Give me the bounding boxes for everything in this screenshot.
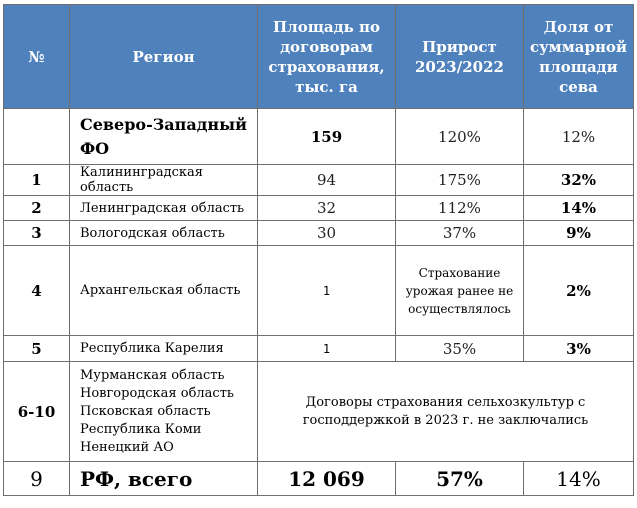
group-region-item: Новгородская область <box>80 385 234 401</box>
row-growth: 35% <box>395 335 524 362</box>
row-share: 2% <box>523 245 634 336</box>
district-name: Северо-Западный ФО <box>69 108 258 165</box>
group-region-item: Ненецкий АО <box>80 439 174 455</box>
district-growth: 120% <box>395 108 524 165</box>
row-region: Республика Карелия <box>69 335 258 362</box>
group-region-item: Псковская область <box>80 403 211 419</box>
total-area: 12 069 <box>257 461 396 496</box>
total-row: 9 РФ, всего 12 069 57% 14% <box>3 461 634 496</box>
row-region: Ленинградская область <box>69 195 258 221</box>
group-num: 6-10 <box>3 361 70 462</box>
table-row: 3 Вологодская область 30 37% 9% <box>3 220 634 246</box>
row-region: Архангельская область <box>69 245 258 336</box>
total-share: 14% <box>523 461 634 496</box>
table-row: 1 Калининградская область 94 175% 32% <box>3 164 634 196</box>
row-growth: 175% <box>395 164 524 196</box>
row-growth: 37% <box>395 220 524 246</box>
group-region-item: Мурманская область <box>80 367 225 383</box>
row-num: 3 <box>3 220 70 246</box>
row-num: 4 <box>3 245 70 336</box>
header-row: № Регион Площадь по договорам страховани… <box>3 4 634 109</box>
row-share: 14% <box>523 195 634 221</box>
row-area: 1 <box>257 335 396 362</box>
group-regions: Мурманская область Новгородская область … <box>69 361 258 462</box>
district-area: 159 <box>257 108 396 165</box>
total-growth: 57% <box>395 461 524 496</box>
row-area: 30 <box>257 220 396 246</box>
row-region: Вологодская область <box>69 220 258 246</box>
group-region-item: Республика Коми <box>80 421 202 437</box>
header-share: Доля от суммарной площади сева <box>523 4 634 109</box>
total-num: 9 <box>3 461 70 496</box>
district-row: Северо-Западный ФО 159 120% 12% <box>3 108 634 165</box>
header-region: Регион <box>69 4 258 109</box>
header-num: № <box>3 4 70 109</box>
table-row: 5 Республика Карелия 1 35% 3% <box>3 335 634 362</box>
row-num: 2 <box>3 195 70 221</box>
district-share: 12% <box>523 108 634 165</box>
table-row: 4 Архангельская область 1 Страхование ур… <box>3 245 634 336</box>
header-growth: Прирост 2023/2022 <box>395 4 524 109</box>
row-region: Калининградская область <box>69 164 258 196</box>
row-growth: 112% <box>395 195 524 221</box>
district-num-cell <box>3 108 70 165</box>
row-growth-note: Страхование урожая ранее не осуществляло… <box>395 245 524 336</box>
row-area: 32 <box>257 195 396 221</box>
row-share: 9% <box>523 220 634 246</box>
group-note: Договоры страхования сельхозкультур с го… <box>257 361 634 462</box>
row-share: 32% <box>523 164 634 196</box>
row-num: 5 <box>3 335 70 362</box>
row-num: 1 <box>3 164 70 196</box>
row-area: 94 <box>257 164 396 196</box>
insurance-table: № Регион Площадь по договорам страховани… <box>3 4 634 496</box>
row-share: 3% <box>523 335 634 362</box>
table-row: 2 Ленинградская область 32 112% 14% <box>3 195 634 221</box>
total-label: РФ, всего <box>69 461 258 496</box>
header-area: Площадь по договорам страхования, тыс. г… <box>257 4 396 109</box>
row-area: 1 <box>257 245 396 336</box>
group-row: 6-10 Мурманская область Новгородская обл… <box>3 361 634 462</box>
